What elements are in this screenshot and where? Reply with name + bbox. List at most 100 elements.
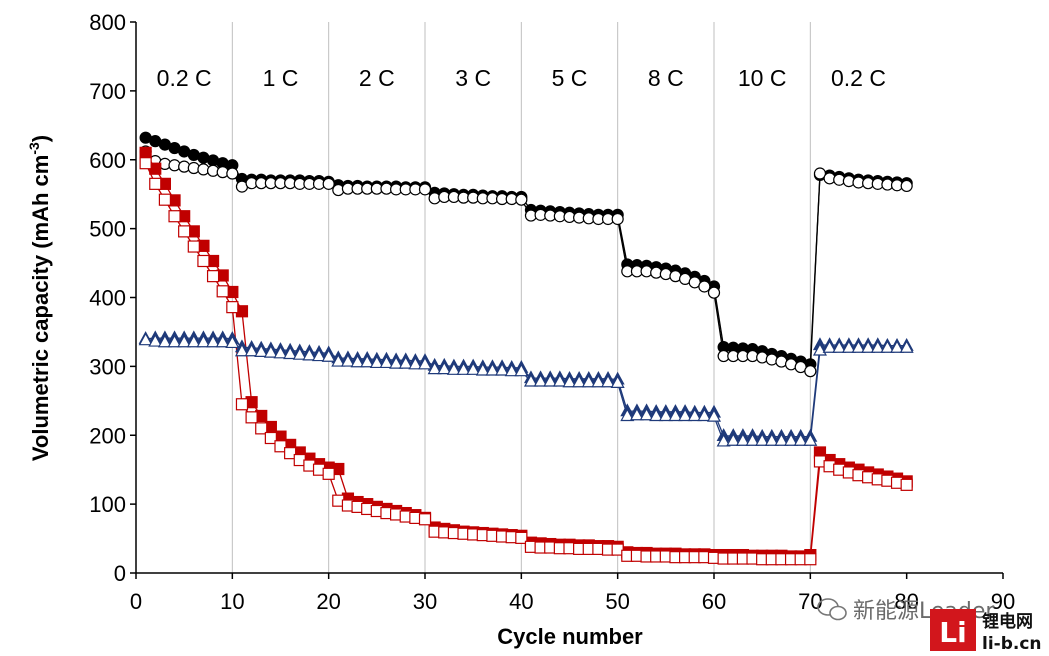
x-tick-label: 0 — [130, 589, 142, 614]
data-point — [206, 270, 220, 283]
data-point — [793, 433, 808, 446]
data-point — [379, 355, 394, 369]
data-point — [350, 354, 365, 368]
data-point — [398, 355, 413, 369]
data-point — [437, 361, 452, 375]
watermark: 新能源Leader Li 锂电网 li-b.cn — [817, 598, 1042, 654]
data-point — [418, 513, 432, 526]
data-point — [215, 334, 230, 348]
x-tick-label: 90 — [991, 589, 1015, 614]
site-logo-mark-text: Li — [939, 616, 966, 649]
data-point — [678, 408, 693, 422]
data-point — [360, 354, 375, 368]
data-point — [639, 407, 654, 421]
data-point — [148, 333, 163, 347]
data-point — [581, 374, 596, 388]
rate-label: 10 C — [738, 65, 787, 91]
data-point — [629, 407, 644, 421]
x-tick-label: 30 — [413, 589, 437, 614]
data-point — [331, 353, 346, 367]
rate-label: 1 C — [263, 65, 299, 91]
data-point — [485, 362, 500, 376]
data-point — [196, 334, 211, 348]
data-point — [234, 343, 249, 357]
data-point — [284, 447, 297, 460]
data-point — [658, 408, 673, 422]
data-point — [283, 346, 298, 360]
data-point — [187, 240, 200, 253]
data-point — [707, 286, 721, 299]
data-point — [177, 334, 192, 348]
data-point — [264, 431, 277, 445]
data-point — [687, 408, 702, 422]
data-point — [466, 362, 481, 375]
data-point — [157, 334, 172, 348]
data-point — [515, 193, 528, 206]
data-point — [446, 362, 461, 375]
rate-label: 5 C — [552, 65, 588, 91]
y-ticks: 0 100 200 300 400 500 600 700 800 — [89, 10, 136, 586]
y-tick-label: 500 — [89, 217, 126, 242]
data-point — [726, 433, 741, 446]
data-point — [149, 177, 162, 190]
data-point — [649, 408, 664, 422]
rate-labels: 0.2 C 1 C 2 C 3 C 5 C 8 C 10 C 0.2 C — [157, 65, 886, 91]
data-point — [369, 355, 384, 369]
y-tick-label: 100 — [89, 492, 126, 517]
rate-label: 0.2 C — [831, 65, 886, 91]
data-point — [890, 340, 905, 353]
series-layer — [138, 131, 914, 566]
data-point — [515, 531, 528, 544]
data-point — [755, 433, 770, 446]
rate-label: 8 C — [648, 65, 684, 91]
data-point — [302, 347, 317, 361]
data-point — [168, 210, 181, 223]
data-point — [668, 408, 683, 422]
y-tick-label: 600 — [89, 148, 126, 173]
data-point — [851, 340, 866, 353]
data-point — [225, 335, 240, 349]
data-point — [870, 340, 885, 353]
data-point — [601, 374, 616, 388]
axes — [135, 22, 1003, 574]
x-tick-label: 80 — [894, 589, 918, 614]
data-point — [427, 361, 442, 375]
data-point — [408, 356, 423, 370]
data-point — [312, 348, 327, 362]
data-point — [804, 553, 817, 566]
data-point — [533, 373, 548, 387]
data-point — [591, 374, 606, 388]
data-point — [389, 355, 404, 369]
rate-label: 3 C — [455, 65, 491, 91]
data-point — [716, 433, 731, 447]
data-point — [197, 254, 210, 268]
data-point — [735, 433, 750, 446]
x-tick-label: 50 — [605, 589, 629, 614]
data-point — [822, 340, 837, 353]
rate-label: 0.2 C — [157, 65, 212, 91]
data-point — [514, 363, 529, 377]
data-point — [418, 183, 432, 196]
data-point — [861, 340, 876, 353]
data-point — [880, 340, 895, 353]
data-point — [235, 398, 249, 411]
data-point — [900, 179, 913, 193]
x-tick-label: 20 — [316, 589, 340, 614]
data-point — [698, 280, 711, 293]
data-point — [543, 373, 558, 387]
data-point — [610, 375, 625, 389]
data-point — [226, 167, 239, 180]
y-tick-label: 700 — [89, 79, 126, 104]
data-point — [572, 374, 587, 388]
site-logo-url: li-b.cn — [982, 634, 1042, 654]
y-axis-title-main: Volumetric capacity (mAh cm — [28, 155, 53, 461]
data-point — [263, 344, 278, 358]
data-point — [764, 433, 779, 446]
data-point — [620, 408, 635, 422]
data-point — [774, 433, 789, 446]
x-ticks: 0 10 20 30 40 50 60 70 80 90 — [130, 573, 1015, 614]
site-logo-cn: 锂电网 — [982, 611, 1033, 632]
data-point — [475, 362, 490, 376]
y-tick-label: 300 — [89, 354, 126, 379]
